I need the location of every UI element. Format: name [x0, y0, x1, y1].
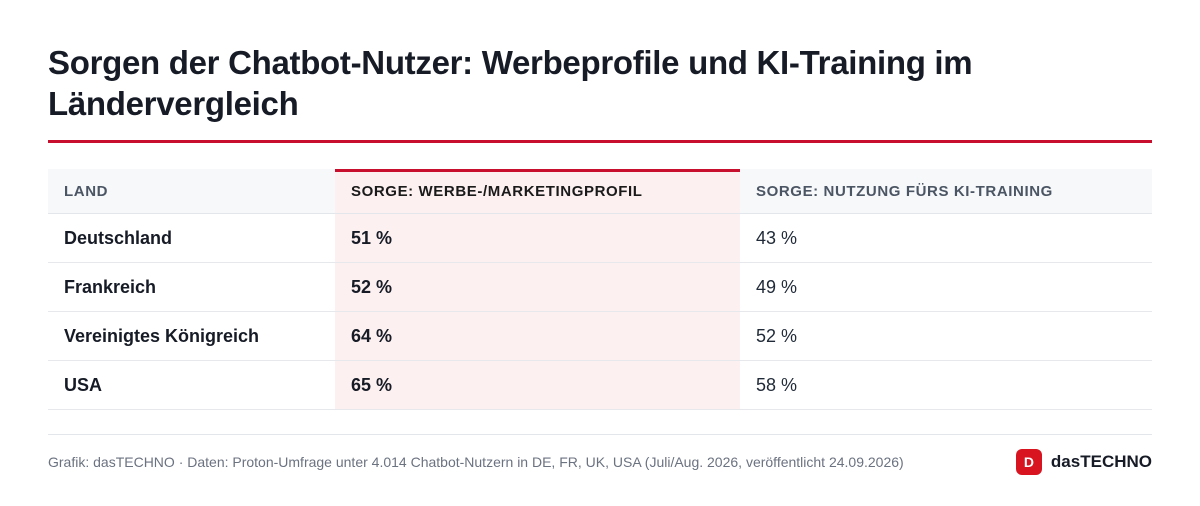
marketing-value: 51 % [351, 227, 393, 248]
table-row: Deutschland 51 % 43 % [48, 214, 1152, 263]
table-row: USA 65 % 58 % [48, 361, 1152, 410]
marketing-value: 52 % [351, 276, 393, 297]
source-note: Grafik: dasTECHNO · Daten: Proton-Umfrag… [48, 454, 904, 470]
comparison-table: Land Sorge: Werbe-/Marketingprofil Sorge… [48, 169, 1152, 410]
table-header-row: Land Sorge: Werbe-/Marketingprofil Sorge… [48, 169, 1152, 214]
marketing-value: 65 % [351, 374, 393, 395]
country-label: Vereinigtes Königreich [64, 325, 260, 346]
header-label-marketing: Sorge: Werbe-/Marketingprofil [351, 182, 643, 200]
ki-training-value: 58 % [756, 374, 798, 395]
header-cell-land: Land [48, 169, 335, 213]
header-cell-marketing: Sorge: Werbe-/Marketingprofil [335, 169, 740, 213]
table-row: Vereinigtes Königreich 64 % 52 % [48, 312, 1152, 361]
title-divider [48, 140, 1152, 143]
ki-training-value: 43 % [756, 227, 798, 248]
marketing-value: 64 % [351, 325, 393, 346]
country-label: Frankreich [64, 276, 157, 297]
brand-d-icon: D [1015, 449, 1042, 475]
footer-divider [48, 434, 1152, 435]
ki-training-value: 52 % [756, 325, 798, 346]
brand-name: dasTECHNO [1050, 452, 1152, 471]
header-label-land: Land [64, 182, 109, 200]
ki-training-value: 49 % [756, 276, 798, 297]
chart-title: Sorgen der Chatbot-Nutzer: Werbeprofile … [48, 44, 973, 122]
table-row: Frankreich 52 % 49 % [48, 263, 1152, 312]
country-label: Deutschland [64, 227, 173, 248]
header-cell-ki-training: Sorge: Nutzung fürs KI-Training [740, 169, 1152, 213]
brand-logo: D dasTECHNO [1015, 449, 1152, 475]
header-label-ki-training: Sorge: Nutzung fürs KI-Training [756, 182, 1053, 200]
country-label: USA [64, 374, 103, 395]
